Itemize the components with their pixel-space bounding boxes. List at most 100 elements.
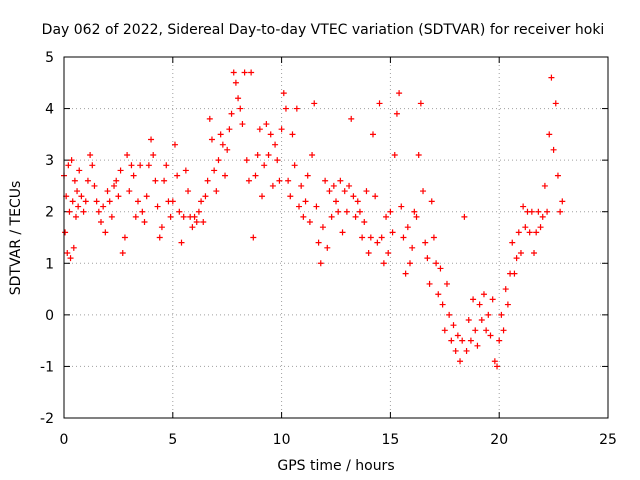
data-point: [550, 146, 557, 153]
data-point: [289, 131, 296, 138]
data-point: [417, 100, 424, 107]
data-point: [193, 219, 200, 226]
data-point: [333, 198, 339, 205]
data-point: [313, 203, 320, 210]
data-point: [158, 224, 165, 231]
data-point: [276, 177, 283, 184]
data-point: [65, 162, 72, 169]
data-point: [324, 244, 331, 251]
data-point: [232, 79, 239, 86]
data-point: [350, 193, 357, 200]
data-point: [104, 188, 111, 195]
data-point: [450, 322, 457, 329]
x-tick-label: 25: [599, 432, 617, 448]
data-point: [278, 126, 285, 133]
y-tick-label: -1: [40, 359, 54, 375]
data-point: [302, 198, 309, 205]
data-point: [174, 172, 181, 179]
data-point: [200, 219, 207, 226]
data-point: [154, 203, 161, 210]
data-point: [552, 100, 559, 107]
data-point: [78, 193, 85, 200]
data-point: [337, 177, 344, 184]
data-point: [274, 157, 281, 164]
data-point: [430, 234, 437, 241]
axis-ticks: 0 5 10 15 20 25 -2 -1 0 1 2 3 4 5: [40, 50, 617, 448]
data-point: [378, 234, 385, 241]
x-tick-label: 5: [168, 432, 177, 448]
data-point: [383, 213, 390, 220]
data-point: [82, 198, 89, 205]
data-point: [474, 342, 481, 349]
data-point: [513, 255, 520, 262]
data-point: [126, 188, 133, 195]
data-point: [71, 177, 78, 184]
data-point: [161, 177, 168, 184]
data-point: [454, 332, 461, 339]
data-point: [326, 188, 333, 195]
data-point: [121, 234, 128, 241]
data-point: [557, 208, 564, 215]
data-point: [163, 162, 170, 169]
data-point: [413, 213, 420, 220]
data-point: [202, 193, 209, 200]
data-point: [180, 213, 187, 220]
data-point: [304, 172, 311, 179]
data-point: [111, 182, 118, 189]
data-point: [480, 291, 487, 298]
data-point: [472, 327, 479, 334]
data-point: [296, 203, 303, 210]
data-point: [191, 213, 198, 220]
y-tick-label: 1: [45, 256, 54, 272]
data-point: [250, 234, 257, 241]
data-point: [206, 115, 213, 122]
data-point: [224, 146, 231, 153]
data-point: [67, 255, 74, 262]
data-point: [361, 219, 368, 226]
data-point: [343, 208, 350, 215]
data-point: [148, 136, 155, 143]
data-point: [219, 141, 226, 148]
data-point: [132, 213, 139, 220]
data-point: [461, 213, 468, 220]
data-point: [152, 177, 159, 184]
data-point: [213, 188, 220, 195]
y-tick-label: 5: [45, 50, 54, 66]
data-point: [396, 90, 403, 97]
data-point: [70, 244, 77, 251]
data-point: [380, 260, 387, 267]
data-point: [185, 188, 192, 195]
data-point: [433, 260, 440, 267]
data-point: [459, 337, 466, 344]
data-point: [176, 208, 183, 215]
data-points: [61, 69, 566, 370]
data-point: [315, 239, 322, 246]
data-point: [548, 74, 555, 81]
data-point: [309, 151, 316, 158]
data-point: [100, 203, 107, 210]
data-point: [539, 213, 546, 220]
data-point: [95, 208, 102, 215]
data-point: [393, 110, 400, 117]
data-point: [520, 203, 527, 210]
data-point: [544, 208, 551, 215]
data-point: [182, 167, 189, 174]
data-point: [335, 208, 342, 215]
data-point: [402, 270, 409, 277]
data-point: [554, 172, 561, 179]
data-point: [509, 239, 516, 246]
data-point: [178, 239, 185, 246]
data-point: [365, 249, 372, 256]
data-point: [328, 213, 335, 220]
data-point: [426, 280, 433, 287]
data-point: [528, 208, 535, 215]
data-point: [537, 224, 544, 231]
data-point: [235, 95, 242, 102]
data-point: [522, 224, 529, 231]
data-point: [285, 177, 292, 184]
data-point: [261, 162, 268, 169]
data-point: [68, 157, 75, 164]
data-point: [119, 249, 126, 256]
y-tick-label: 4: [45, 102, 54, 118]
data-point: [189, 224, 196, 231]
